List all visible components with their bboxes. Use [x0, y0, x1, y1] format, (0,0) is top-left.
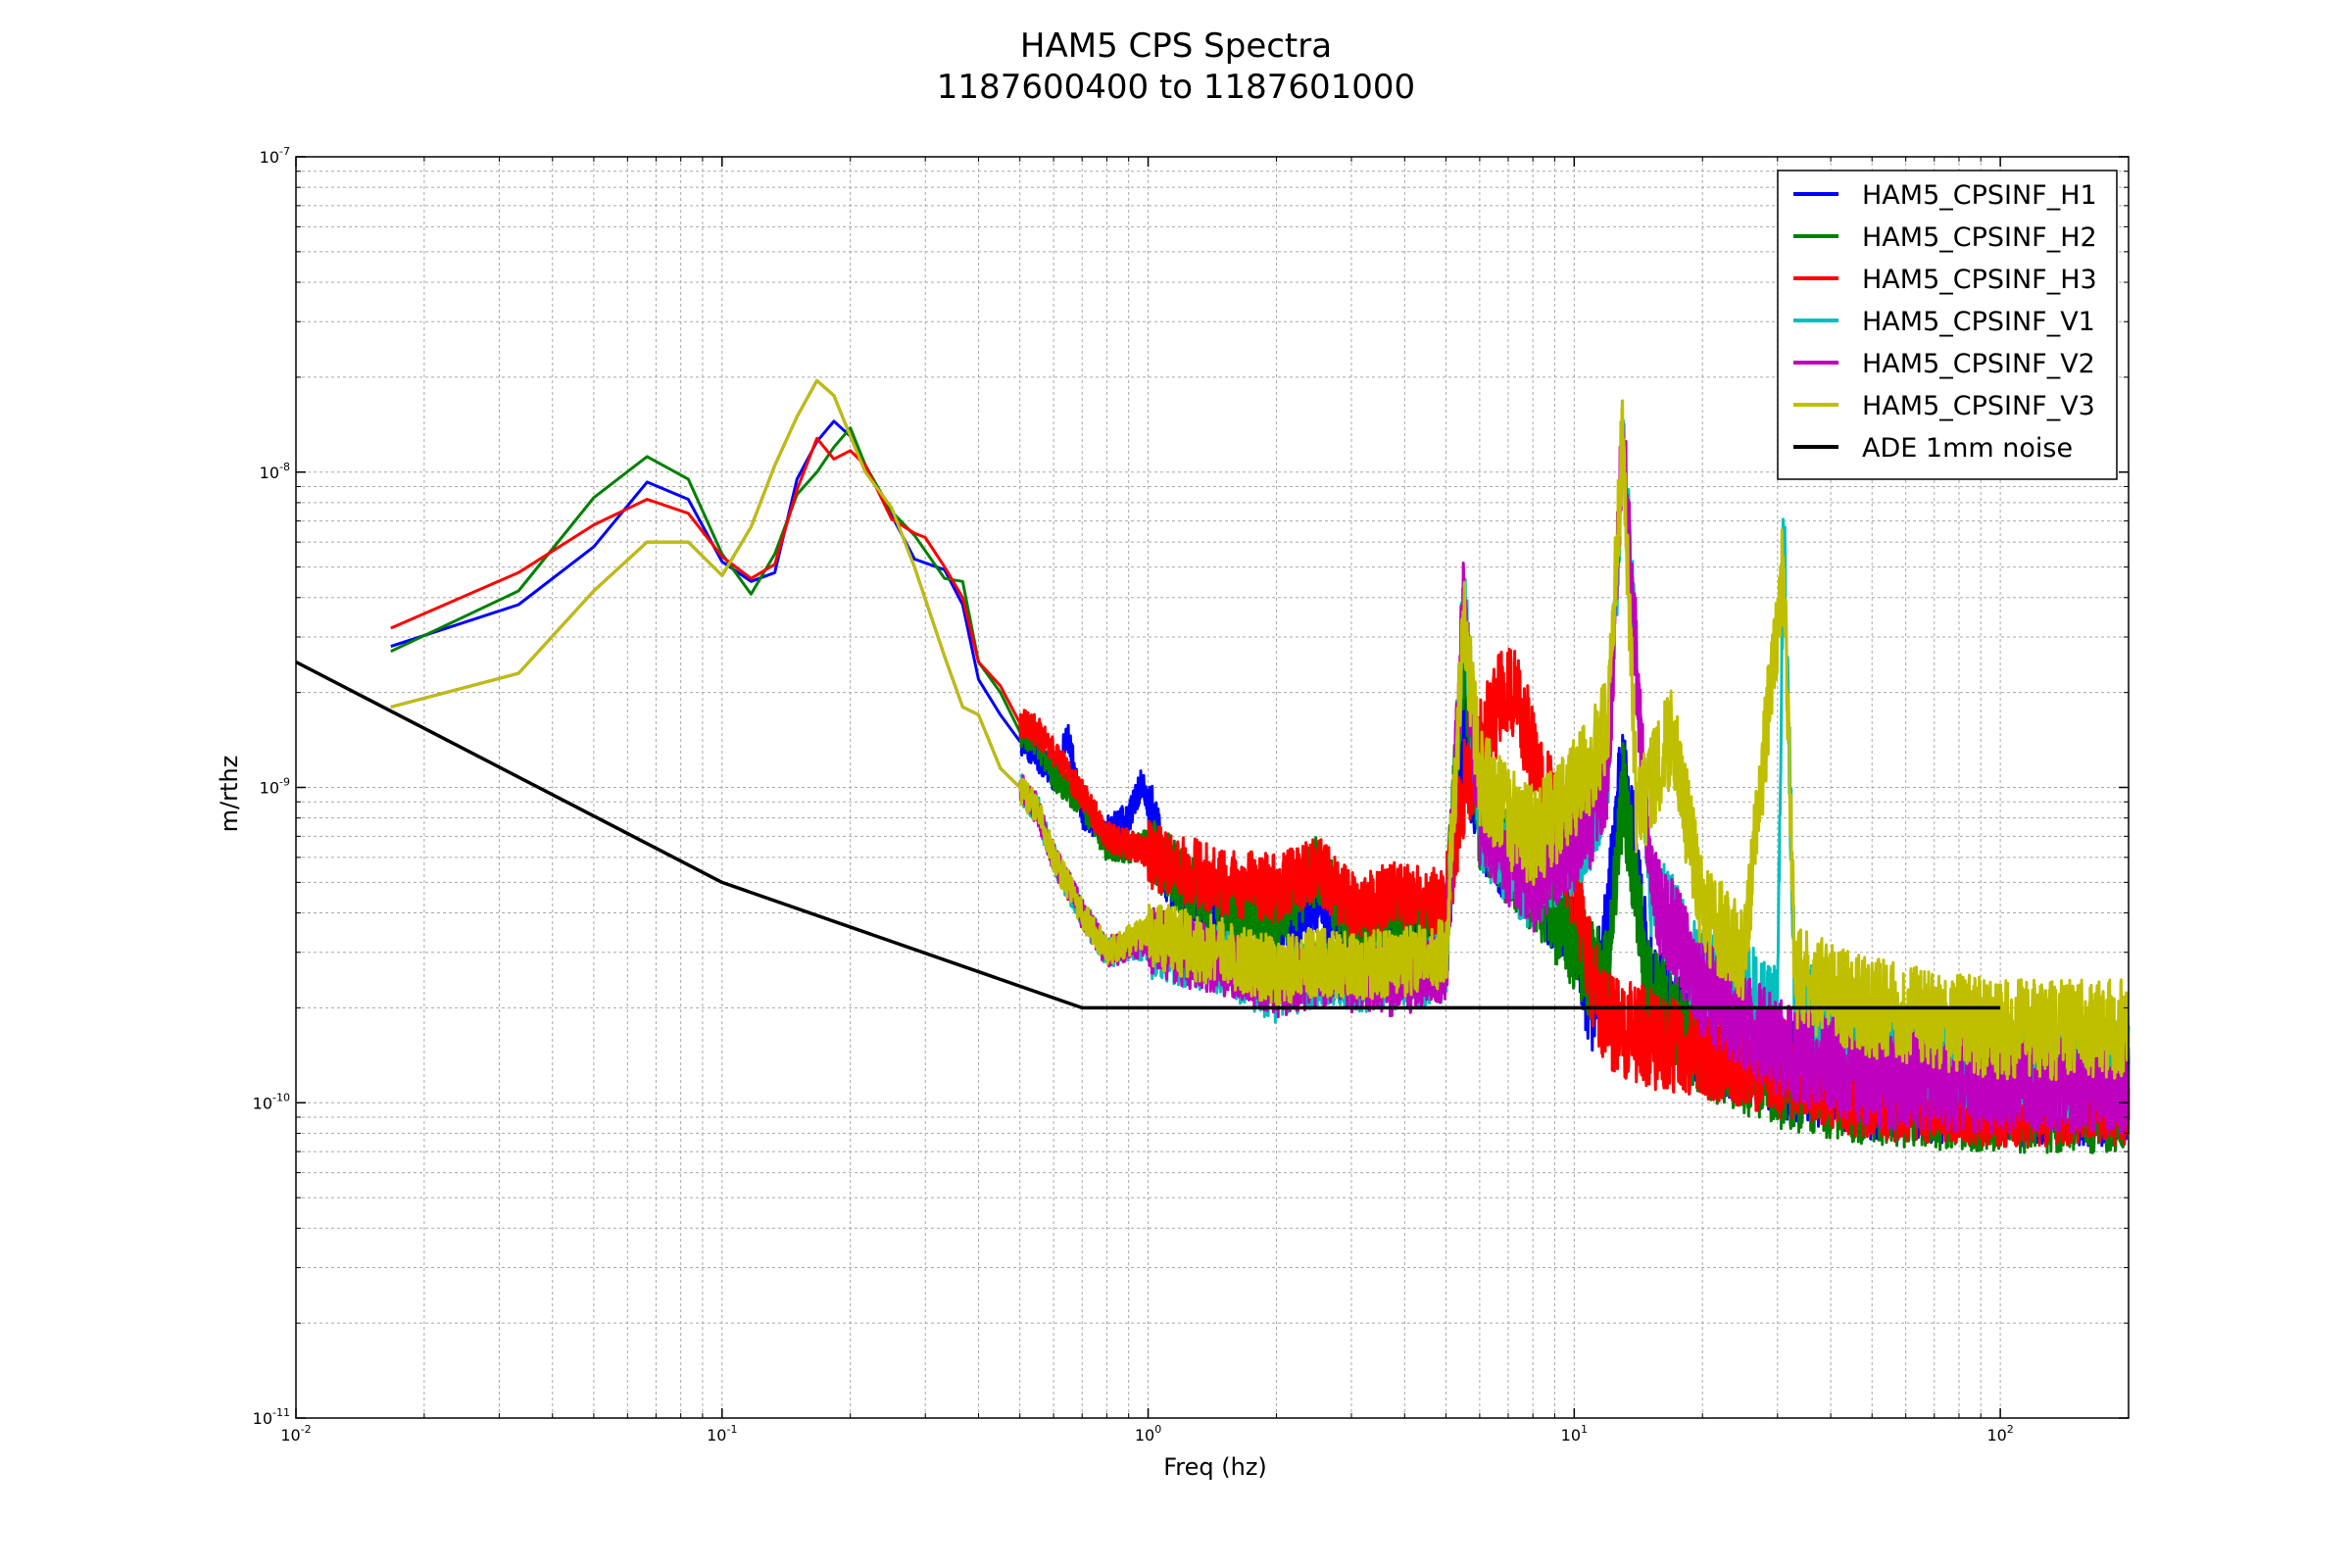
legend-label: HAM5_CPSINF_H3 [1862, 265, 2097, 295]
y-tick-label: 10-9 [260, 776, 290, 798]
legend-label: HAM5_CPSINF_V3 [1862, 391, 2095, 421]
y-tick-label: 10-10 [253, 1091, 290, 1112]
legend-box [1777, 170, 2118, 480]
series-line-ade-1mm-noise [295, 660, 2001, 1010]
chart-subtitle: 1187600400 to 1187601000 [937, 68, 1415, 107]
ticks: 10-2 10-1 100 101 102 10-7 10-8 10-9 10-10 10-11 [253, 145, 2130, 1445]
y-axis-label: m/rthz [216, 756, 243, 833]
x-tick-label: 101 [1561, 1423, 1588, 1445]
y-tick-label: 10-11 [253, 1406, 290, 1428]
x-tick-label: 102 [1986, 1423, 2013, 1445]
x-tick-label: 100 [1135, 1423, 1161, 1445]
legend-label: ADE 1mm noise [1862, 433, 2073, 464]
legend-label: HAM5_CPSINF_H2 [1862, 222, 2097, 253]
legend-label: HAM5_CPSINF_V2 [1862, 349, 2095, 379]
legend: HAM5_CPSINF_H1 HAM5_CPSINF_H2 HAM5_CPSINF_… [1777, 170, 2118, 480]
chart-title: HAM5 CPS Spectra [1020, 26, 1332, 66]
series-line-ham5-cpsinf-v3 [390, 378, 2131, 1082]
y-tick-label: 10-7 [260, 145, 290, 167]
y-tick-label: 10-8 [260, 461, 290, 482]
x-tick-label: 10-2 [280, 1423, 311, 1445]
legend-label: HAM5_CPSINF_V1 [1862, 307, 2095, 337]
x-axis-label: Freq (hz) [1163, 1453, 1267, 1481]
series-layer [295, 378, 2131, 1154]
x-tick-label: 10-1 [707, 1423, 737, 1445]
legend-label: HAM5_CPSINF_H1 [1862, 180, 2097, 211]
